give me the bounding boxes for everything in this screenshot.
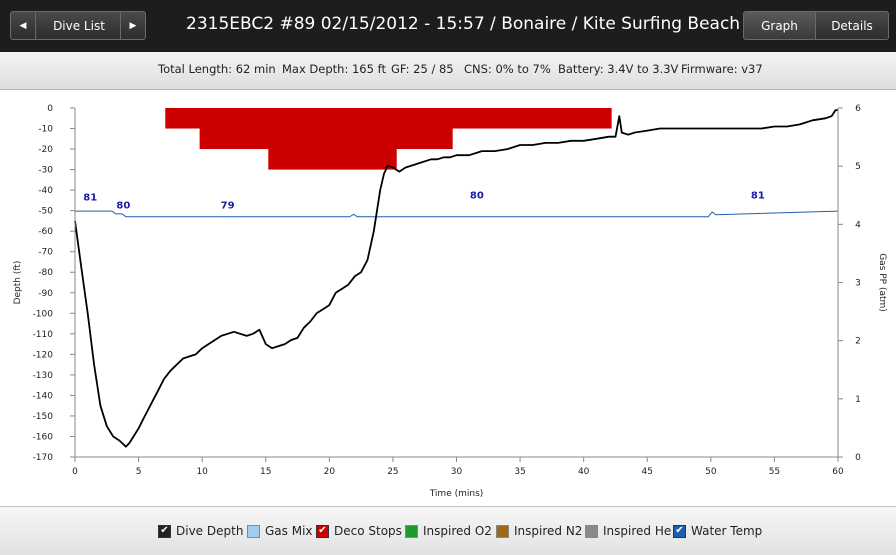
legend-label: Deco Stops <box>334 524 402 538</box>
cns-text: CNS: 0% to 7% <box>464 62 551 76</box>
x-tick-label: 35 <box>514 467 525 477</box>
graph-tab-label: Graph <box>761 18 798 33</box>
x-tick-label: 15 <box>260 467 271 477</box>
graph-tab-button[interactable]: Graph <box>743 11 816 40</box>
y2-tick-label: 2 <box>855 337 861 347</box>
y-tick-label: -110 <box>33 330 54 340</box>
legend-toggle-inspired-he[interactable]: Inspired He <box>585 524 671 538</box>
water-temp-line <box>75 210 839 218</box>
water-temp-label: 80 <box>470 190 484 201</box>
y-tick-label: -90 <box>38 289 53 299</box>
y-tick-label: -70 <box>38 248 53 258</box>
details-tab-button[interactable]: Details <box>815 11 889 40</box>
legend-toggle-inspired-o2[interactable]: Inspired O2 <box>405 524 492 538</box>
deco-stop-region <box>268 108 397 170</box>
y2-tick-label: 6 <box>855 104 861 114</box>
checkbox-unchecked-icon[interactable] <box>247 524 260 538</box>
x-tick-label: 20 <box>324 467 336 477</box>
legend-label: Inspired He <box>603 524 672 538</box>
previous-dive-button[interactable]: ◀ <box>10 11 36 40</box>
details-tab-label: Details <box>831 18 873 33</box>
y-tick-label: -140 <box>33 391 54 401</box>
y-tick-label: -160 <box>33 432 54 442</box>
y-tick-label: -80 <box>38 268 53 278</box>
checkbox-unchecked-icon[interactable] <box>585 524 598 538</box>
y-tick-label: 0 <box>47 104 53 114</box>
max-depth-text: Max Depth: 165 ft <box>282 62 386 76</box>
top-toolbar: ◀ Dive List ▶ 2315EBC2 #89 02/15/2012 - … <box>0 0 896 52</box>
y-tick-label: -120 <box>33 350 54 360</box>
y2-tick-label: 0 <box>855 453 861 463</box>
legend-label: Dive Depth <box>176 524 244 538</box>
y-tick-label: -50 <box>38 207 53 217</box>
next-dive-button[interactable]: ▶ <box>120 11 146 40</box>
legend-label: Inspired N2 <box>514 524 583 538</box>
dive-depth-line <box>74 109 838 448</box>
y-axis-title: Depth (ft) <box>13 261 23 305</box>
y-tick-label: -40 <box>38 186 53 196</box>
y2-axis-title: Gas PP (atm) <box>877 253 887 312</box>
x-tick-label: 40 <box>578 467 590 477</box>
total-length-text: Total Length: 62 min <box>158 62 276 76</box>
x-tick-label: 25 <box>387 467 398 477</box>
dive-title: 2315EBC2 #89 02/15/2012 - 15:57 / Bonair… <box>186 14 809 34</box>
x-tick-label: 5 <box>136 467 142 477</box>
y-tick-label: -130 <box>33 371 54 381</box>
dive-summary-bar: Total Length: 62 min Max Depth: 165 ft G… <box>0 52 896 90</box>
legend-label: Gas Mix <box>265 524 313 538</box>
y2-tick-label: 3 <box>855 279 861 289</box>
legend-label: Inspired O2 <box>423 524 492 538</box>
legend-toggle-deco-stops[interactable]: ✔ Deco Stops <box>316 524 402 538</box>
checkbox-checked-icon[interactable]: ✔ <box>673 524 686 538</box>
dive-list-button[interactable]: Dive List <box>36 11 122 40</box>
legend-toggle-inspired-n2[interactable]: Inspired N2 <box>496 524 582 538</box>
y-tick-label: -20 <box>38 145 53 155</box>
legend-toggle-gas-mix[interactable]: Gas Mix <box>247 524 313 538</box>
checkbox-checked-icon[interactable]: ✔ <box>316 524 329 538</box>
y2-tick-label: 4 <box>855 220 861 230</box>
triangle-right-icon: ▶ <box>129 20 137 31</box>
x-tick-label: 45 <box>642 467 653 477</box>
gradient-factor-text: GF: 25 / 85 <box>391 62 454 76</box>
chart-legend: ✔ Dive Depth Gas Mix ✔ Deco Stops Inspired O2… <box>0 506 896 555</box>
y-tick-label: -30 <box>38 166 53 176</box>
water-temp-label: 79 <box>221 201 235 212</box>
legend-toggle-dive-depth[interactable]: ✔ Dive Depth <box>158 524 243 538</box>
triangle-left-icon: ◀ <box>19 20 27 31</box>
y-tick-label: -10 <box>38 125 53 135</box>
water-temp-label: 81 <box>751 190 765 201</box>
x-tick-label: 60 <box>832 467 844 477</box>
y-tick-label: -60 <box>38 227 53 237</box>
firmware-text: Firmware: v37 <box>681 62 763 76</box>
y-tick-label: -100 <box>33 309 54 319</box>
y-tick-label: -170 <box>33 453 54 463</box>
x-tick-label: 0 <box>72 467 78 477</box>
x-tick-label: 30 <box>451 467 463 477</box>
x-tick-label: 10 <box>196 467 208 477</box>
checkbox-checked-icon[interactable]: ✔ <box>158 524 171 538</box>
checkbox-unchecked-icon[interactable] <box>496 524 509 538</box>
legend-label: Water Temp <box>691 524 763 538</box>
x-tick-label: 50 <box>705 467 717 477</box>
water-temp-label: 81 <box>83 192 97 203</box>
battery-text: Battery: 3.4V to 3.3V <box>558 62 679 76</box>
legend-toggle-water-temp[interactable]: ✔ Water Temp <box>673 524 762 538</box>
y2-tick-label: 1 <box>855 395 861 405</box>
x-axis-title: Time (mins) <box>429 489 484 499</box>
dive-list-label: Dive List <box>53 18 105 33</box>
checkbox-unchecked-icon[interactable] <box>405 524 418 538</box>
x-tick-label: 55 <box>769 467 780 477</box>
y2-tick-label: 5 <box>855 162 861 172</box>
water-temp-label: 80 <box>116 201 130 212</box>
y-tick-label: -150 <box>33 412 54 422</box>
